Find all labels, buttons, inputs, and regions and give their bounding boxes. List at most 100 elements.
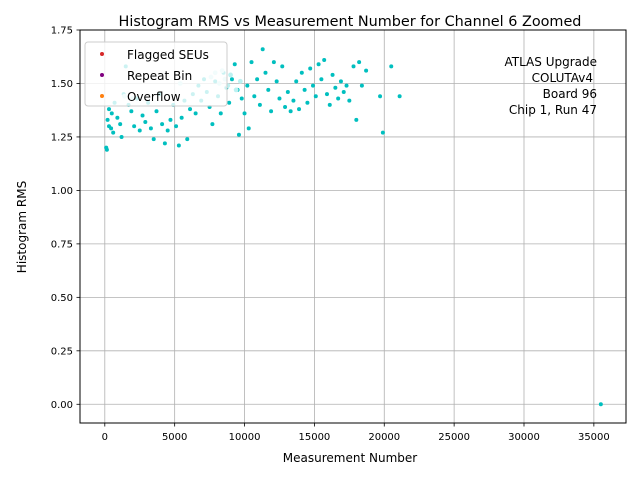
data-point: [118, 122, 123, 127]
data-point: [104, 147, 109, 152]
data-point: [154, 109, 159, 114]
data-point: [397, 94, 402, 99]
data-point: [344, 83, 349, 88]
data-point: [285, 90, 290, 95]
data-point: [105, 117, 110, 122]
data-point: [333, 85, 338, 90]
data-point: [111, 130, 116, 135]
data-point: [347, 98, 352, 103]
annotation-line-4: Chip 1, Run 47: [509, 103, 597, 117]
data-point: [129, 109, 134, 114]
data-point: [316, 62, 321, 67]
grid-lines: [80, 29, 626, 423]
data-point: [132, 124, 137, 129]
legend-label-flagged-seus: Flagged SEUs: [127, 48, 209, 62]
legend: Flagged SEUs Repeat Bin Overflow: [84, 41, 228, 107]
data-point: [260, 47, 265, 52]
data-point: [236, 132, 241, 137]
data-point: [330, 72, 335, 77]
run-annotation: ATLAS Upgrade COLUTAv4 Board 96 Chip 1, …: [504, 55, 597, 117]
data-point: [299, 70, 304, 75]
data-point: [351, 64, 356, 69]
data-point: [168, 117, 173, 122]
data-point: [109, 126, 114, 131]
data-point: [313, 94, 318, 99]
data-point: [115, 115, 120, 120]
data-point: [357, 60, 362, 65]
data-point: [255, 77, 260, 82]
data-point: [239, 96, 244, 101]
x-tick-label: 0: [102, 432, 108, 443]
data-point: [277, 96, 282, 101]
data-point: [598, 402, 603, 407]
data-point: [319, 77, 324, 82]
data-point: [274, 79, 279, 84]
data-point: [106, 107, 111, 112]
data-point: [188, 107, 193, 112]
x-tick-label: 5000: [162, 432, 187, 443]
chart-title: Histogram RMS vs Measurement Number for …: [119, 14, 582, 30]
data-point: [185, 137, 190, 142]
data-point: [294, 79, 299, 84]
data-point: [229, 77, 234, 82]
data-point: [119, 134, 124, 139]
x-tick-label: 10000: [229, 432, 261, 443]
y-tick-label: 0.00: [51, 400, 73, 411]
data-point: [322, 57, 327, 62]
y-tick-label: 0.75: [51, 239, 73, 250]
legend-label-overflow: Overflow: [127, 90, 181, 104]
data-point: [297, 107, 302, 112]
data-point: [148, 126, 153, 131]
data-point: [210, 122, 215, 127]
x-axis-ticks: 0 5000 10000 15000 20000 25000 30000 35000: [102, 423, 610, 443]
data-point: [176, 143, 181, 148]
plot-frame: [79, 29, 627, 424]
data-point: [263, 70, 268, 75]
legend-marker-overflow: [100, 94, 104, 98]
data-point: [324, 92, 329, 97]
data-point: [338, 79, 343, 84]
legend-marker-repeat-bin: [100, 73, 104, 77]
annotation-line-1: ATLAS Upgrade: [504, 55, 597, 69]
y-tick-label: 1.75: [51, 26, 73, 37]
data-point: [245, 83, 250, 88]
y-tick-label: 1.50: [51, 79, 73, 90]
data-point: [151, 137, 156, 142]
annotation-line-2: COLUTAv4: [532, 71, 593, 85]
data-point: [341, 90, 346, 95]
y-tick-label: 0.25: [51, 346, 73, 357]
data-point: [266, 87, 271, 92]
x-tick-label: 20000: [368, 432, 400, 443]
data-point: [242, 111, 247, 116]
data-point: [269, 109, 274, 114]
data-point: [140, 113, 145, 118]
data-point: [380, 130, 385, 135]
y-tick-label: 1.00: [51, 186, 73, 197]
data-point: [354, 117, 359, 122]
legend-label-repeat-bin: Repeat Bin: [127, 69, 192, 83]
data-point: [288, 109, 293, 114]
data-point: [174, 124, 179, 129]
data-point: [302, 87, 307, 92]
y-tick-label: 1.25: [51, 132, 73, 143]
highlight-point: [228, 72, 233, 78]
data-point: [160, 122, 165, 127]
data-point: [218, 111, 223, 116]
data-point: [246, 126, 251, 131]
data-point: [280, 64, 285, 69]
data-point: [378, 94, 383, 99]
x-axis-label: Measurement Number: [283, 451, 417, 465]
data-point: [162, 141, 167, 146]
x-tick-label: 35000: [578, 432, 610, 443]
data-point: [389, 64, 394, 69]
data-point: [252, 94, 257, 99]
data-point: [165, 128, 170, 133]
data-point: [308, 66, 313, 71]
highlight-point: [237, 78, 243, 84]
y-axis-label: Histogram RMS: [15, 181, 29, 273]
data-point: [179, 115, 184, 120]
data-point: [359, 83, 364, 88]
data-point: [232, 62, 237, 67]
data-point: [271, 60, 276, 65]
